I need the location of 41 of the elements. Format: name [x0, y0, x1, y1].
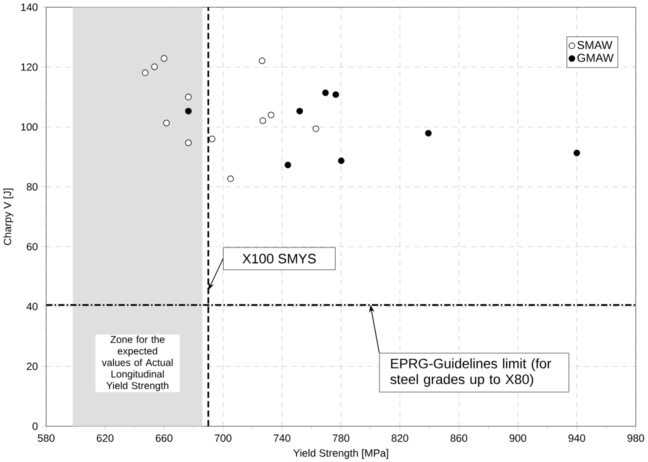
point — [142, 69, 148, 76]
ref-line-label: X100 SMYS — [242, 254, 316, 264]
x-tick-label: 940 — [568, 434, 586, 442]
x-tick-label: 740 — [274, 434, 290, 442]
point — [160, 54, 168, 62]
x-tick-label: 860 — [450, 434, 468, 442]
y-tick-label: 120 — [21, 63, 38, 71]
x-tick-label: 700 — [214, 434, 232, 442]
point — [332, 91, 340, 98]
band-label: Zone for the expected values of Actual Longitudinal Yield Strength — [102, 336, 173, 391]
y-axis-title: Charpy V [J] — [3, 188, 14, 245]
point — [185, 94, 192, 100]
legend-label: GMAW — [578, 54, 614, 62]
x-axis-title: Yield Strength [MPa] — [293, 448, 388, 459]
point — [312, 125, 320, 132]
legend-label: SMAW — [577, 40, 612, 49]
point — [338, 157, 345, 164]
point — [284, 162, 292, 168]
x-tick-label: 820 — [392, 434, 408, 442]
point — [151, 63, 158, 70]
x-tick-label: 900 — [510, 434, 526, 442]
y-tick-label: 0 — [32, 422, 38, 430]
point — [425, 130, 432, 136]
x-tick-label: 580 — [38, 434, 54, 442]
point — [185, 139, 192, 146]
x-tick-label: 980 — [628, 434, 644, 442]
y-tick-label: 80 — [26, 182, 38, 190]
x-tick-label: 780 — [332, 434, 350, 442]
y-tick-label: 40 — [26, 302, 38, 310]
point — [296, 108, 303, 114]
point — [574, 150, 580, 156]
y-tick-label: 100 — [21, 123, 38, 130]
y-tick-label: 60 — [26, 242, 38, 250]
point — [163, 120, 170, 126]
point — [185, 108, 192, 114]
y-tick-label: 20 — [26, 362, 38, 370]
x-tick-label: 620 — [96, 434, 114, 442]
x-tick-label: 660 — [156, 434, 172, 442]
y-tick-label: 140 — [21, 3, 38, 11]
point — [322, 89, 329, 96]
ref-line-label: EPRG-Guidelines limit (for steel grades up to X80) — [390, 358, 552, 387]
